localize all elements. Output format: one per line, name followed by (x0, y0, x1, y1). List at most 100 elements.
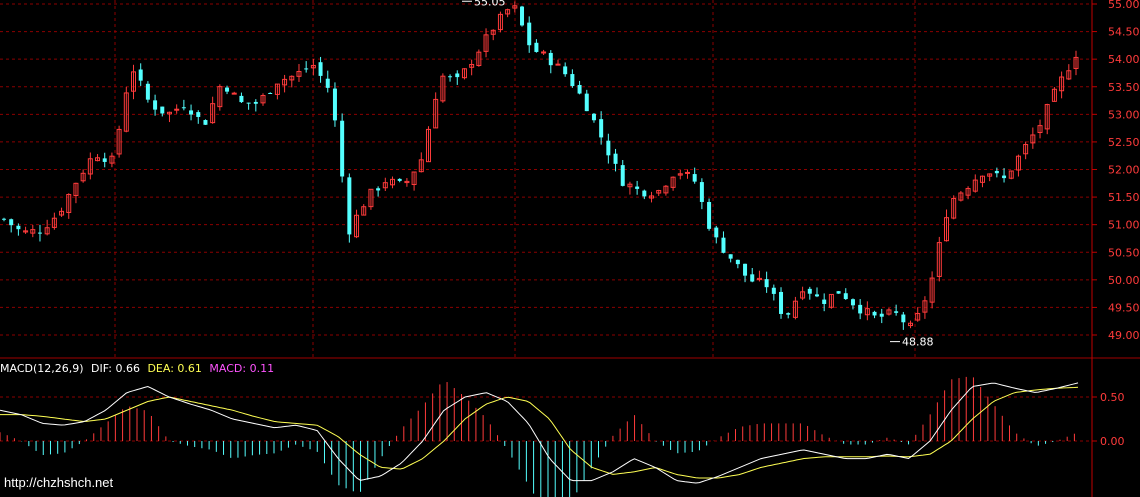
candle-body-down (750, 274, 755, 282)
candle-body-down (376, 188, 381, 191)
candle-body-down (620, 165, 625, 186)
price-tick-label: 54.00 (1108, 53, 1140, 66)
candle-body-down (268, 92, 273, 94)
candle-body-down (189, 110, 194, 115)
candle-body-down (814, 294, 819, 297)
candle-body-up (217, 86, 223, 108)
candle-body-up (864, 308, 870, 316)
dif-label: DIF: (91, 362, 112, 375)
low-label: 48.88 (902, 336, 934, 349)
candle-body-down (160, 106, 165, 114)
candle-body-up (490, 29, 496, 35)
candle-body-up (1015, 155, 1021, 171)
candle-body-down (138, 69, 143, 81)
candle-body-up (116, 128, 122, 155)
price-tick-label: 49.00 (1108, 329, 1140, 342)
candle-body-up (663, 185, 669, 194)
candle-body-up (461, 68, 467, 79)
candle-body-up (87, 158, 93, 175)
candle-body-down (994, 170, 999, 174)
candle-body-down (534, 42, 539, 52)
candle-body-up (684, 171, 690, 174)
candle-body-down (642, 190, 647, 197)
candle-body-up (1044, 104, 1050, 130)
candle-body-up (59, 210, 65, 216)
dea-label: DEA: (147, 362, 174, 375)
candle-body-up (51, 217, 57, 228)
price-tick-label: 54.50 (1108, 26, 1140, 39)
macd-grid (0, 396, 1092, 442)
candle-body-down (735, 259, 740, 265)
candle-body-down (771, 287, 776, 294)
candle-body-down (894, 311, 899, 313)
candle-body-down (253, 101, 258, 104)
candle-body-up (1023, 144, 1029, 155)
price-axis: 55.00 54.50 54.00 53.50 53.00 52.50 52.00 51.50… (1091, 0, 1140, 497)
candle-body-down (397, 178, 402, 181)
macd-header: MACD(12,26,9) DIF: 0.66 DEA: 0.61 MACD: … (0, 362, 274, 376)
candle-body-down (145, 83, 150, 100)
candle-body-down (613, 153, 618, 164)
candle-body-down (102, 158, 107, 162)
candle-body-up (800, 291, 806, 299)
watermark: http://chzhshch.net (0, 472, 152, 494)
candle-body-up (310, 64, 316, 69)
candle-body-up (1073, 56, 1079, 69)
candle-body-down (779, 291, 784, 314)
candle-body-up (23, 230, 29, 233)
candle-body-up (922, 300, 928, 313)
candle-body-up (382, 182, 388, 189)
candle-body-down (584, 93, 589, 112)
candle-body-down (822, 299, 827, 304)
candle-body-down (786, 313, 791, 315)
high-label: 55.05 (474, 0, 506, 8)
price-tick-label: 51.00 (1108, 219, 1140, 232)
macd-axis: 0.50 0.00 (1092, 391, 1125, 448)
candle-body-up (1066, 70, 1072, 80)
price-grid (0, 0, 1140, 359)
candle-body-down (548, 52, 553, 66)
candle-body-down (1002, 175, 1007, 179)
candle-body-down (606, 140, 611, 156)
candle-body-down (577, 84, 582, 94)
price-tick-label: 52.50 (1108, 136, 1140, 149)
macd-lines (0, 382, 1079, 484)
candle-body-down (153, 100, 158, 110)
candle-body-up (469, 64, 475, 68)
candle-body-down (304, 68, 309, 70)
candle-body-down (455, 73, 460, 78)
candle-body-down (599, 119, 604, 138)
candle-body-down (239, 95, 244, 103)
candle-body-up (44, 227, 50, 235)
candle-body-up (979, 175, 985, 183)
candle-body-up (109, 155, 115, 164)
candle-body-down (246, 102, 251, 104)
candle-body-down (9, 219, 14, 226)
macd-value: 0.11 (249, 362, 275, 375)
candle-body-up (418, 159, 424, 173)
candle-body-down (16, 225, 21, 230)
candle-body-down (692, 174, 697, 182)
candle-body-down (714, 227, 719, 238)
candle-body-down (332, 88, 337, 121)
dif-value: 0.66 (115, 362, 140, 375)
candle-body-down (591, 113, 596, 121)
candle-body-up (433, 98, 439, 129)
candle-body-down (340, 120, 345, 177)
candle-body-up (936, 242, 942, 277)
candle-body-up (483, 34, 489, 52)
candle-body-up (30, 229, 36, 234)
candle-body-down (520, 6, 525, 26)
candle-body-up (756, 277, 762, 281)
candle-body-up (404, 180, 410, 184)
candle-body-down (225, 87, 230, 92)
candle-body-up (440, 75, 446, 102)
candle-body-down (872, 311, 877, 316)
price-tick-label: 55.00 (1108, 0, 1140, 11)
candle-body-up (425, 128, 431, 163)
candle-body-up (951, 197, 957, 219)
candle-body-down (318, 62, 323, 76)
candle-body-up (66, 194, 72, 213)
candle-body-down (807, 288, 812, 294)
candle-body-up (231, 92, 237, 95)
